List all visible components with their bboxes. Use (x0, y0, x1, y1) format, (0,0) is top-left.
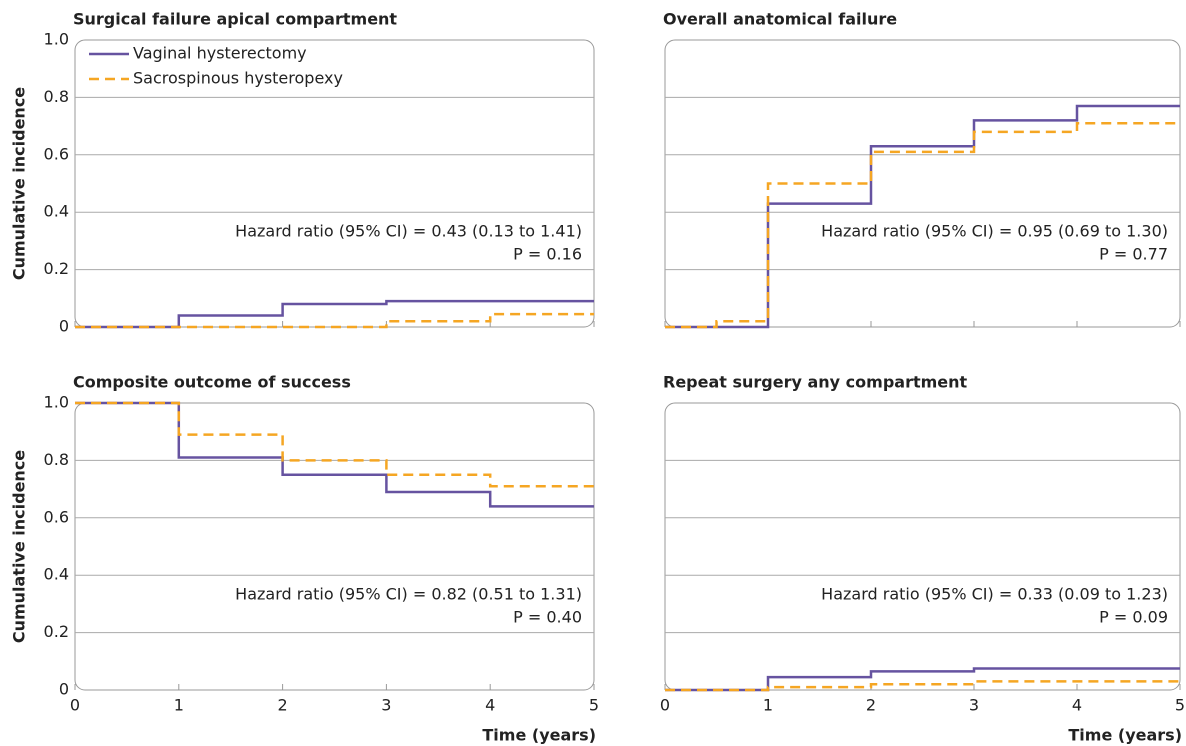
x-tick-label: 3 (381, 696, 391, 715)
x-axis-label: Time (years) (1068, 726, 1182, 745)
km-curve (665, 680, 1180, 692)
annotation: Hazard ratio (95% CI) = 0.82 (0.51 to 1.… (235, 585, 582, 604)
annotation: P = 0.09 (1099, 608, 1168, 627)
y-axis-label: Cumulative incidence (10, 450, 29, 643)
km-curve (665, 121, 1180, 329)
x-tick-label: 0 (660, 696, 670, 715)
annotation: P = 0.77 (1099, 245, 1168, 264)
km-curve (665, 667, 1180, 692)
plot-frame (74, 402, 595, 691)
x-tick-label: 1 (174, 696, 184, 715)
panel-title: Surgical failure apical compartment (73, 10, 397, 29)
y-tick-label: 0 (59, 317, 69, 336)
x-tick-label: 2 (278, 696, 288, 715)
annotation: Hazard ratio (95% CI) = 0.43 (0.13 to 1.… (235, 222, 582, 241)
km-curve (75, 401, 594, 508)
y-axis-label: Cumulative incidence (10, 87, 29, 280)
annotation: Hazard ratio (95% CI) = 0.33 (0.09 to 1.… (821, 585, 1168, 604)
panel-title: Composite outcome of success (73, 373, 351, 392)
annotation: P = 0.40 (513, 608, 582, 627)
km-curve (75, 299, 594, 329)
x-tick-label: 5 (589, 696, 599, 715)
y-tick-label: 1.0 (44, 393, 69, 412)
plot-frame (664, 402, 1181, 691)
annotation: P = 0.16 (513, 245, 582, 264)
y-tick-label: 0.8 (44, 87, 69, 106)
km-curve (665, 104, 1180, 329)
y-tick-label: 0.4 (44, 565, 69, 584)
x-tick-label: 4 (485, 696, 495, 715)
legend-label: Vaginal hysterectomy (133, 44, 307, 63)
y-tick-label: 0 (59, 680, 69, 699)
x-tick-label: 5 (1175, 696, 1185, 715)
y-tick-label: 0.6 (44, 144, 69, 163)
x-tick-label: 4 (1072, 696, 1082, 715)
y-tick-label: 0.4 (44, 202, 69, 221)
annotation: Hazard ratio (95% CI) = 0.95 (0.69 to 1.… (821, 222, 1168, 241)
x-tick-label: 3 (969, 696, 979, 715)
y-tick-label: 0.2 (44, 622, 69, 641)
x-tick-label: 1 (763, 696, 773, 715)
y-tick-label: 0.8 (44, 450, 69, 469)
y-tick-label: 0.6 (44, 507, 69, 526)
legend-label: Sacrospinous hysteropexy (133, 69, 343, 88)
x-tick-label: 0 (70, 696, 80, 715)
km-curve (75, 312, 594, 329)
km-curve (75, 401, 594, 488)
x-axis-label: Time (years) (482, 726, 596, 745)
x-tick-label: 2 (866, 696, 876, 715)
panel-title: Repeat surgery any compartment (663, 373, 968, 392)
panel-title: Overall anatomical failure (663, 10, 897, 29)
y-tick-label: 1.0 (44, 30, 69, 49)
plot-frame (664, 39, 1181, 328)
y-tick-label: 0.2 (44, 259, 69, 278)
